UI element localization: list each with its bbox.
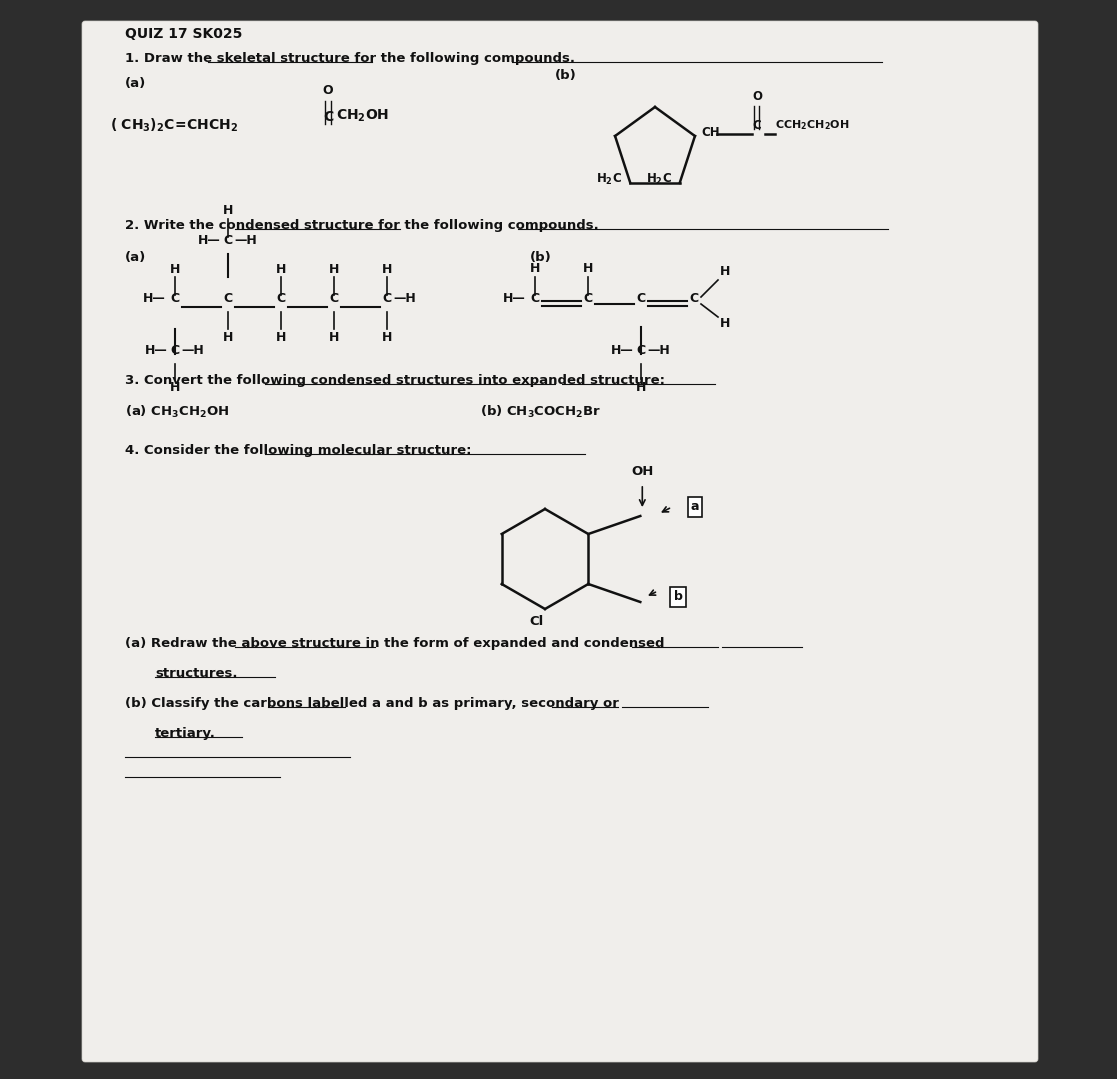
- Text: QUIZ 17 SK025: QUIZ 17 SK025: [125, 27, 242, 41]
- Text: H: H: [170, 263, 180, 276]
- Text: OH: OH: [631, 465, 653, 478]
- Text: C: C: [382, 292, 392, 305]
- Text: H: H: [222, 331, 233, 344]
- Text: b: b: [674, 590, 682, 603]
- Text: $\mathbf{(\ CH_3)_2C\!=\!CHCH_2}$: $\mathbf{(\ CH_3)_2C\!=\!CHCH_2}$: [109, 117, 238, 135]
- Text: C: C: [276, 292, 286, 305]
- Text: (b): (b): [529, 251, 552, 264]
- Text: C: C: [637, 344, 646, 357]
- Text: —H: —H: [181, 344, 203, 357]
- Text: C: C: [531, 292, 540, 305]
- Text: a: a: [690, 501, 699, 514]
- Text: C: C: [689, 292, 698, 305]
- Text: H: H: [636, 381, 647, 394]
- Text: H: H: [529, 262, 541, 275]
- Text: tertiary.: tertiary.: [155, 727, 216, 740]
- Text: 4. Consider the following molecular structure:: 4. Consider the following molecular stru…: [125, 443, 471, 457]
- Text: (b) $\mathbf{CH_3COCH_2Br}$: (b) $\mathbf{CH_3COCH_2Br}$: [480, 404, 601, 420]
- Text: H: H: [222, 204, 233, 217]
- Text: 3. Convert the following condensed structures into expanded structure:: 3. Convert the following condensed struc…: [125, 374, 665, 387]
- Text: H: H: [382, 331, 392, 344]
- Text: C: C: [323, 110, 333, 124]
- Text: C: C: [171, 344, 180, 357]
- Text: $\mathbf{CCH_2CH_2OH}$: $\mathbf{CCH_2CH_2OH}$: [775, 119, 849, 132]
- Text: H: H: [328, 331, 340, 344]
- Text: C: C: [223, 292, 232, 305]
- Text: $\mathbf{H_2C}$: $\mathbf{H_2C}$: [646, 172, 671, 187]
- Text: 1. Draw the skeletal structure for the following compounds.: 1. Draw the skeletal structure for the f…: [125, 52, 575, 65]
- Text: H—: H—: [503, 292, 526, 305]
- Text: H: H: [720, 265, 731, 278]
- Text: H: H: [276, 263, 286, 276]
- Text: H—: H—: [145, 344, 168, 357]
- Text: H: H: [328, 263, 340, 276]
- Text: H—: H—: [198, 234, 221, 247]
- Text: $\mathbf{CH_2OH}$: $\mathbf{CH_2OH}$: [336, 108, 389, 124]
- Text: C: C: [171, 292, 180, 305]
- Text: —H: —H: [647, 344, 670, 357]
- Text: H: H: [583, 262, 593, 275]
- Text: (a): (a): [125, 251, 146, 264]
- Text: H: H: [382, 263, 392, 276]
- Text: $\mathbf{H_2C}$: $\mathbf{H_2C}$: [596, 172, 622, 187]
- Text: CH: CH: [701, 125, 719, 138]
- Text: H: H: [720, 317, 731, 330]
- Text: —H: —H: [233, 234, 257, 247]
- Text: (b) Classify the carbons labelled a and b as primary, secondary or: (b) Classify the carbons labelled a and …: [125, 697, 619, 710]
- Text: 2. Write the condensed structure for the following compounds.: 2. Write the condensed structure for the…: [125, 219, 599, 232]
- FancyBboxPatch shape: [82, 21, 1038, 1062]
- Text: H: H: [276, 331, 286, 344]
- Text: H—: H—: [143, 292, 165, 305]
- Text: C: C: [753, 119, 762, 132]
- Text: (a): (a): [125, 77, 146, 90]
- Text: (b): (b): [555, 69, 576, 82]
- Text: (a) Redraw the above structure in the form of expanded and condensed: (a) Redraw the above structure in the fo…: [125, 637, 665, 650]
- Text: structures.: structures.: [155, 667, 238, 680]
- Text: C: C: [637, 292, 646, 305]
- Text: H: H: [170, 381, 180, 394]
- Text: C: C: [223, 234, 232, 247]
- Text: C: C: [583, 292, 592, 305]
- Text: C: C: [330, 292, 338, 305]
- Text: —H: —H: [393, 292, 416, 305]
- Text: Cl: Cl: [529, 615, 544, 628]
- Text: H—: H—: [611, 344, 633, 357]
- Text: O: O: [323, 84, 333, 97]
- Text: O: O: [752, 90, 762, 103]
- Text: (a) $\mathbf{CH_3CH_2OH}$: (a) $\mathbf{CH_3CH_2OH}$: [125, 404, 229, 420]
